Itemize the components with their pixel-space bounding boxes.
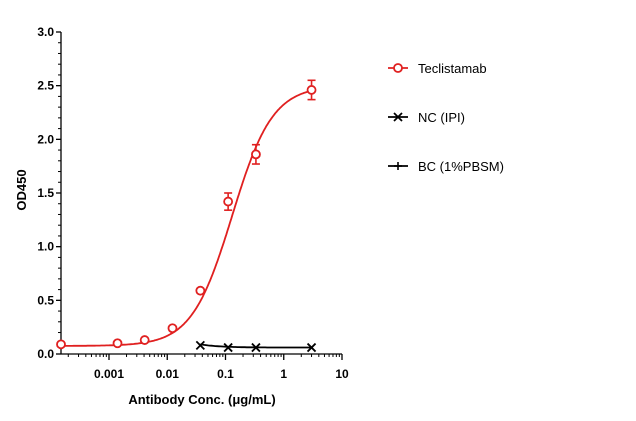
- y-axis-ticks: 0.0 0.5 1.0 1.5 2.0 2.5 3.0: [37, 25, 61, 361]
- x-axis-ticks: 0.001 0.01 0.1 1 10: [67, 354, 349, 381]
- legend: Teclistamab NC (IPI) BC (1%PBSM): [388, 61, 504, 174]
- fit-curves: [61, 89, 312, 349]
- data-point-series-0: [251, 149, 261, 160]
- data-point-series-1: [223, 342, 233, 353]
- legend-label: BC (1%PBSM): [418, 159, 504, 174]
- legend-marker: [394, 162, 402, 170]
- fit-curve-series-0: [61, 89, 312, 347]
- legend-label: Teclistamab: [418, 61, 487, 76]
- y-tick-label: 0.5: [37, 293, 54, 307]
- data-point-series-0: [112, 338, 123, 349]
- data-point-series-0: [223, 196, 234, 207]
- data-points: [56, 79, 317, 353]
- legend-item-1: NC (IPI): [388, 110, 465, 125]
- marker-stroke: [223, 342, 233, 353]
- marker-stroke: [393, 112, 403, 122]
- legend-label: NC (IPI): [418, 110, 465, 125]
- data-point-series-0: [139, 335, 150, 345]
- data-point-series-0: [195, 285, 206, 296]
- data-point-series-1: [195, 340, 205, 351]
- y-tick-label: 1.0: [37, 240, 54, 254]
- axes: [60, 32, 342, 355]
- x-tick-label: 0.01: [156, 367, 180, 381]
- data-point-series-0: [167, 323, 178, 334]
- y-tick-label: 2.0: [37, 132, 54, 146]
- legend-marker: [393, 63, 403, 73]
- data-point-series-0: [56, 339, 66, 350]
- x-axis-label: Antibody Conc. (μg/mL): [128, 392, 275, 407]
- data-point-series-0: [306, 85, 317, 95]
- legend-marker: [393, 112, 403, 122]
- y-axis-label: OD450: [14, 169, 29, 210]
- y-tick-label: 2.5: [37, 79, 54, 93]
- x-tick-label: 10: [335, 367, 349, 381]
- data-point-series-1: [306, 342, 317, 353]
- data-point-series-1: [251, 342, 261, 353]
- x-tick-label: 0.1: [217, 367, 234, 381]
- marker-stroke: [251, 342, 261, 353]
- legend-item-0: Teclistamab: [388, 61, 487, 76]
- y-tick-label: 0.0: [37, 347, 54, 361]
- marker-stroke: [195, 340, 205, 351]
- y-tick-label: 1.5: [37, 186, 54, 200]
- legend-item-2: BC (1%PBSM): [388, 159, 504, 174]
- marker-stroke: [306, 342, 317, 353]
- y-tick-label: 3.0: [37, 25, 54, 39]
- x-tick-label: 0.001: [94, 367, 124, 381]
- x-tick-label: 1: [280, 367, 287, 381]
